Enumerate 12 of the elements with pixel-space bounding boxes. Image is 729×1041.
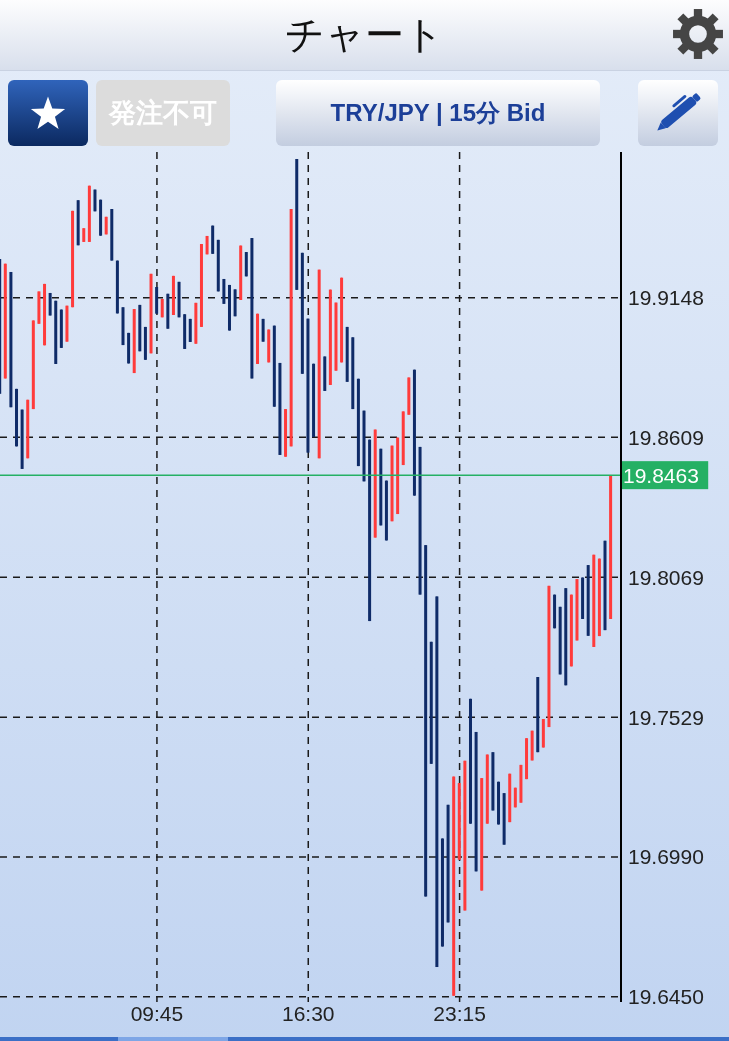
chart-title: チャート: [0, 0, 729, 70]
y-tick-label: 19.8609: [628, 425, 704, 449]
y-tick-label: 19.6990: [628, 845, 704, 869]
x-tick-label: 16:30: [281, 1001, 335, 1025]
chart-subtitle: TRY/JPY | 15分 Bid: [276, 80, 600, 146]
y-tick-label: 19.8069: [628, 565, 704, 589]
x-tick-label: 09:45: [130, 1001, 184, 1025]
y-tick-label: 19.9148: [628, 286, 704, 310]
ref-line-label: 19.8463: [623, 463, 699, 487]
y-tick-label: 19.6450: [628, 985, 704, 1009]
y-tick-label: 19.7529: [628, 705, 704, 729]
x-tick-label: 23:15: [433, 1001, 486, 1025]
